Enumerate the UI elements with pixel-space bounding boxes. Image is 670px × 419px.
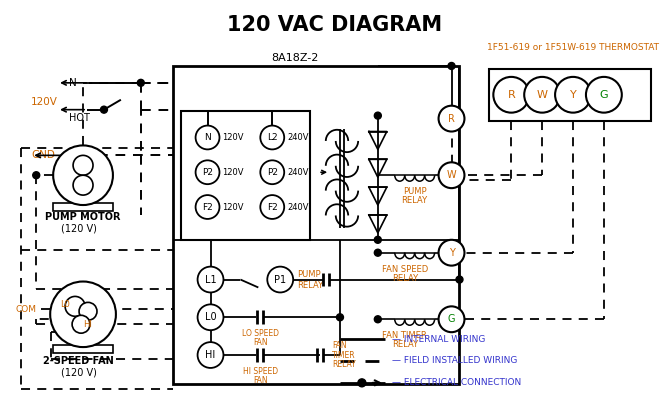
- Text: 120V: 120V: [222, 168, 244, 177]
- Text: 240V: 240V: [287, 202, 309, 212]
- Text: PUMP MOTOR: PUMP MOTOR: [45, 212, 121, 222]
- Text: HOT: HOT: [69, 113, 90, 123]
- Circle shape: [524, 77, 560, 113]
- Circle shape: [53, 145, 113, 205]
- Circle shape: [79, 303, 97, 320]
- Circle shape: [198, 304, 224, 330]
- Text: 120V: 120V: [222, 133, 244, 142]
- Circle shape: [196, 160, 220, 184]
- Text: FAN SPEED: FAN SPEED: [382, 265, 428, 274]
- Text: R: R: [448, 114, 455, 124]
- Text: G: G: [600, 90, 608, 100]
- Text: LO SPEED: LO SPEED: [242, 329, 279, 338]
- Text: HI SPEED: HI SPEED: [243, 367, 278, 376]
- Circle shape: [456, 276, 463, 283]
- Circle shape: [439, 240, 464, 266]
- Circle shape: [261, 195, 284, 219]
- Circle shape: [73, 155, 93, 175]
- Text: N: N: [204, 133, 211, 142]
- Circle shape: [448, 62, 455, 70]
- Text: PUMP: PUMP: [297, 270, 321, 279]
- Bar: [173, 66, 460, 384]
- Text: RELAY: RELAY: [332, 360, 356, 370]
- Text: R: R: [507, 90, 515, 100]
- Circle shape: [100, 106, 107, 113]
- Text: L1: L1: [205, 274, 216, 285]
- Text: L0: L0: [60, 300, 70, 309]
- Text: Y: Y: [570, 90, 576, 100]
- Circle shape: [198, 266, 224, 292]
- Text: HI: HI: [206, 350, 216, 360]
- Text: W: W: [447, 170, 456, 180]
- Text: RELAY: RELAY: [297, 281, 324, 290]
- Text: 120V: 120V: [31, 97, 58, 107]
- Bar: [53, 345, 113, 353]
- Circle shape: [358, 379, 366, 387]
- Text: RELAY: RELAY: [392, 274, 418, 282]
- Text: P2: P2: [202, 168, 213, 177]
- Bar: [181, 111, 310, 240]
- Text: L2: L2: [267, 133, 277, 142]
- Circle shape: [73, 175, 93, 195]
- Text: — INTERNAL WIRING: — INTERNAL WIRING: [392, 335, 485, 344]
- Circle shape: [555, 77, 591, 113]
- Text: 120V: 120V: [222, 202, 244, 212]
- Text: L0: L0: [205, 312, 216, 322]
- Circle shape: [137, 79, 144, 86]
- Bar: [489, 69, 651, 121]
- Text: FAN: FAN: [253, 338, 267, 347]
- Text: P2: P2: [267, 168, 278, 177]
- Text: GND: GND: [31, 150, 55, 160]
- Text: RELAY: RELAY: [392, 340, 418, 349]
- Text: 8A18Z-2: 8A18Z-2: [271, 53, 319, 63]
- Circle shape: [439, 162, 464, 188]
- Text: HI: HI: [84, 320, 92, 329]
- Text: FAN TIMER: FAN TIMER: [383, 331, 427, 340]
- Text: COM: COM: [15, 305, 36, 314]
- Circle shape: [439, 106, 464, 132]
- Text: 240V: 240V: [287, 168, 309, 177]
- Circle shape: [196, 126, 220, 150]
- Circle shape: [586, 77, 622, 113]
- Text: F2: F2: [267, 202, 277, 212]
- Circle shape: [375, 112, 381, 119]
- Text: — ELECTRICAL CONNECTION: — ELECTRICAL CONNECTION: [392, 378, 521, 387]
- Circle shape: [261, 160, 284, 184]
- Circle shape: [267, 266, 293, 292]
- Circle shape: [50, 282, 116, 347]
- Text: G: G: [448, 314, 455, 324]
- Circle shape: [72, 315, 90, 333]
- Text: TIMER: TIMER: [332, 351, 356, 360]
- Text: FAN: FAN: [253, 376, 267, 385]
- Bar: [53, 203, 113, 211]
- Circle shape: [65, 296, 85, 316]
- Circle shape: [375, 236, 381, 243]
- Text: 1F51-619 or 1F51W-619 THERMOSTAT: 1F51-619 or 1F51W-619 THERMOSTAT: [486, 43, 659, 52]
- Circle shape: [375, 316, 381, 323]
- Text: N: N: [69, 78, 77, 88]
- Text: 240V: 240V: [287, 133, 309, 142]
- Circle shape: [33, 172, 40, 179]
- Circle shape: [196, 195, 220, 219]
- Text: F2: F2: [202, 202, 213, 212]
- Circle shape: [198, 342, 224, 368]
- Text: RELAY: RELAY: [401, 196, 427, 205]
- Text: FAN: FAN: [332, 341, 346, 349]
- Text: P1: P1: [274, 274, 286, 285]
- Text: — FIELD INSTALLED WIRING: — FIELD INSTALLED WIRING: [392, 357, 517, 365]
- Text: W: W: [537, 90, 547, 100]
- Text: (120 V): (120 V): [61, 224, 97, 234]
- Text: 120 VAC DIAGRAM: 120 VAC DIAGRAM: [227, 16, 443, 35]
- Circle shape: [336, 314, 344, 321]
- Text: 2-SPEED FAN: 2-SPEED FAN: [43, 356, 114, 366]
- Circle shape: [493, 77, 529, 113]
- Circle shape: [439, 306, 464, 332]
- Circle shape: [261, 126, 284, 150]
- Text: Y: Y: [449, 248, 454, 258]
- Text: PUMP: PUMP: [403, 187, 427, 196]
- Text: (120 V): (120 V): [61, 368, 97, 378]
- Circle shape: [375, 249, 381, 256]
